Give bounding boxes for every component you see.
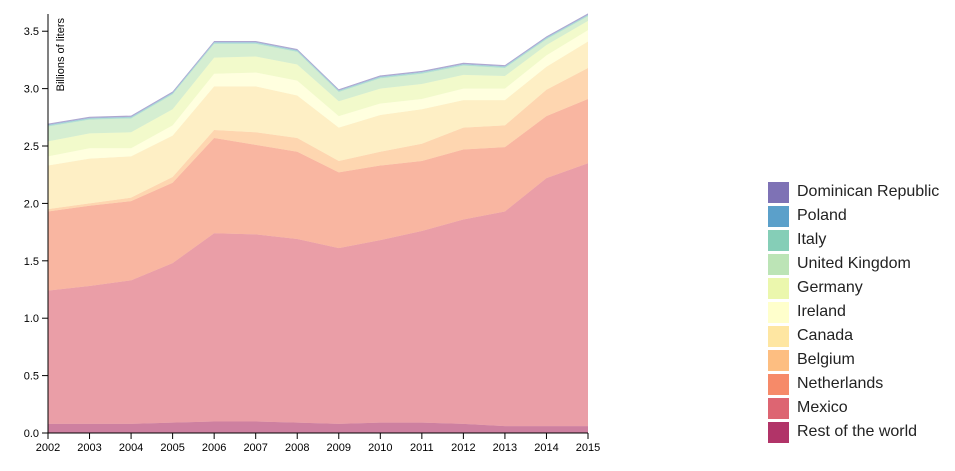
legend-item: United Kingdom: [768, 252, 939, 276]
legend-swatch: [768, 301, 789, 323]
x-tick-label: 2009: [327, 442, 351, 454]
y-tick-label: 0.0: [24, 428, 39, 440]
legend-swatch: [768, 277, 789, 299]
y-tick-label: 2.0: [24, 198, 39, 210]
x-tick-label: 2007: [243, 442, 267, 454]
legend-swatch: [768, 253, 789, 275]
area-mexico: [48, 163, 588, 427]
area-italy: [48, 15, 588, 127]
legend: Dominican Republic Poland Italy United King…: [768, 180, 939, 444]
legend-swatch: [768, 373, 789, 395]
x-tick-label: 2014: [534, 442, 558, 454]
x-tick-label: 2004: [119, 442, 143, 454]
y-axis: 0.0 0.5 1.0 1.5 2.0 2.5 3.0 3.5: [24, 14, 49, 440]
legend-label: Italy: [797, 231, 827, 248]
y-axis-title: Billions of liters: [55, 18, 67, 92]
y-tick-label: 1.0: [24, 313, 39, 325]
y-tick-label: 3.5: [24, 26, 39, 38]
x-tick-label: 2003: [77, 442, 101, 454]
x-tick-label: 2008: [285, 442, 309, 454]
legend-label: Netherlands: [797, 375, 884, 392]
x-tick-label: 2012: [451, 442, 475, 454]
legend-swatch: [768, 181, 789, 203]
legend-label: Germany: [797, 279, 863, 296]
legend-label: Rest of the world: [797, 423, 918, 440]
x-tick-label: 2005: [160, 442, 184, 454]
legend-label: Ireland: [797, 303, 846, 320]
x-tick-label: 2002: [36, 442, 60, 454]
legend-item: Canada: [768, 324, 939, 348]
y-tick-label: 2.5: [24, 141, 39, 153]
y-tick-label: 1.5: [24, 256, 39, 268]
legend-item: Germany: [768, 276, 939, 300]
y-tick-label: 3.0: [24, 84, 39, 96]
legend-item: Belgium: [768, 348, 939, 372]
legend-label: Dominican Republic: [797, 183, 940, 200]
legend-swatch: [768, 397, 789, 419]
area-layers: [48, 13, 588, 433]
legend-label: Canada: [797, 327, 854, 344]
legend-item: Italy: [768, 228, 939, 252]
x-tick-label: 2006: [202, 442, 226, 454]
legend-label: Poland: [797, 207, 847, 224]
legend-label: Belgium: [797, 351, 855, 368]
legend-item: Dominican Republic: [768, 180, 939, 204]
area-rest-of-the-world: [48, 421, 588, 433]
area-canada: [48, 41, 588, 210]
x-tick-label: 2010: [368, 442, 392, 454]
legend-item: Poland: [768, 204, 939, 228]
legend-swatch: [768, 205, 789, 227]
area-germany: [48, 20, 588, 157]
legend-swatch: [768, 229, 789, 251]
area-united-kingdom: [48, 16, 588, 142]
legend-swatch: [768, 349, 789, 371]
x-tick-label: 2011: [410, 442, 434, 454]
legend-item: Ireland: [768, 300, 939, 324]
area-netherlands: [48, 98, 588, 291]
legend-item: Mexico: [768, 396, 939, 420]
y-tick-label: 0.5: [24, 371, 39, 383]
x-tick-label: 2013: [493, 442, 517, 454]
area-dominican-republic: [48, 13, 588, 125]
legend-label: United Kingdom: [797, 255, 911, 272]
legend-item: Rest of the world: [768, 420, 939, 444]
legend-item: Netherlands: [768, 372, 939, 396]
legend-swatch: [768, 421, 789, 443]
area-belgium: [48, 67, 588, 212]
x-tick-label: 2015: [576, 442, 600, 454]
legend-swatch: [768, 325, 789, 347]
x-axis: 2002 2003 2004 2005 2006 2007 2008 2009 2010 2011…: [36, 432, 600, 454]
area-ireland: [48, 30, 588, 166]
legend-label: Mexico: [797, 399, 848, 416]
